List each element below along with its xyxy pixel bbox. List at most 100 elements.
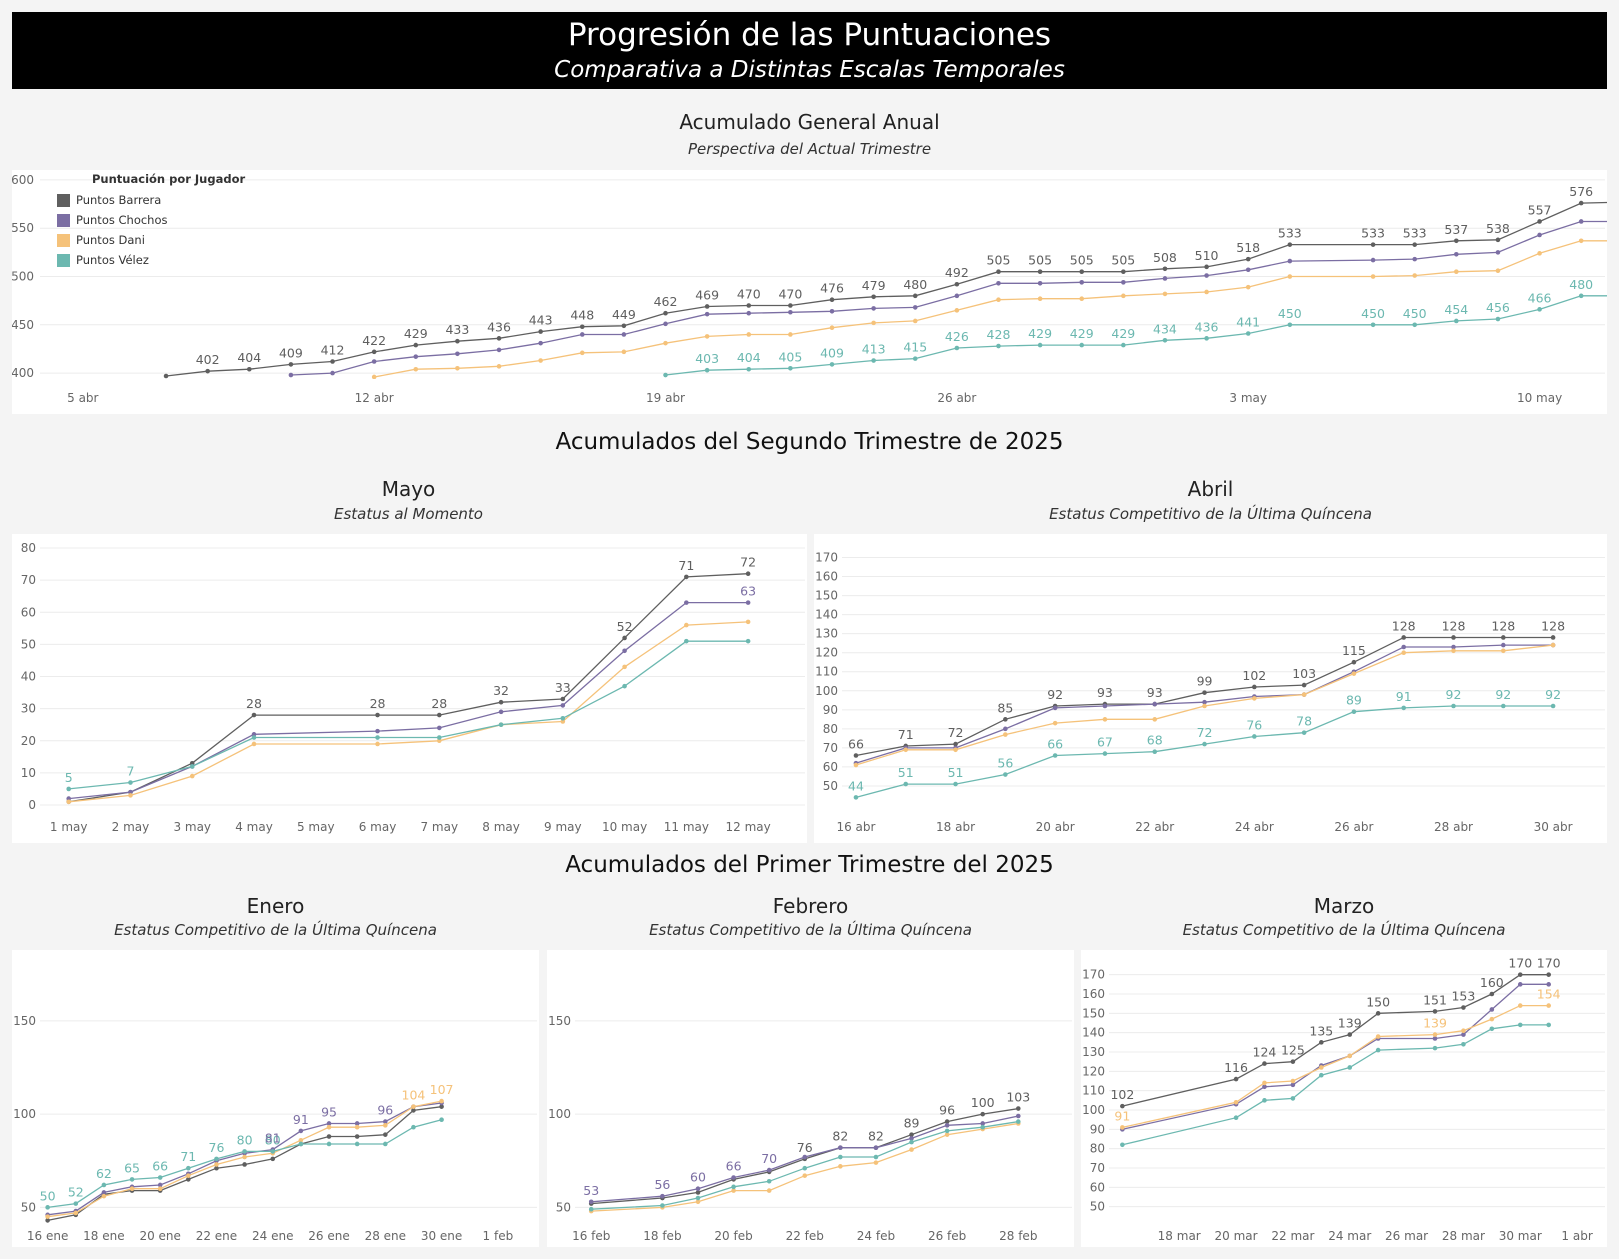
data-point-chochos[interactable] bbox=[288, 372, 294, 378]
data-point-chochos[interactable] bbox=[1262, 1084, 1267, 1090]
data-point-velez[interactable] bbox=[129, 1177, 135, 1182]
data-point-velez[interactable] bbox=[1202, 741, 1207, 747]
data-point-barrera[interactable] bbox=[411, 1108, 416, 1113]
data-point-dani[interactable] bbox=[1152, 717, 1158, 722]
data-point-barrera[interactable] bbox=[1245, 256, 1251, 262]
data-point-velez[interactable] bbox=[766, 1178, 772, 1184]
data-point-dani[interactable] bbox=[731, 1188, 736, 1193]
data-point-barrera[interactable] bbox=[1451, 635, 1456, 640]
data-point-barrera[interactable] bbox=[1301, 682, 1307, 688]
data-point-barrera[interactable] bbox=[383, 1132, 388, 1137]
data-point-velez[interactable] bbox=[1204, 336, 1209, 341]
data-point-velez[interactable] bbox=[1375, 1047, 1381, 1053]
data-point-velez[interactable] bbox=[663, 372, 668, 378]
data-point-barrera[interactable] bbox=[704, 304, 710, 309]
data-point-velez[interactable] bbox=[745, 638, 751, 644]
data-point-velez[interactable] bbox=[1401, 705, 1407, 711]
data-point-velez[interactable] bbox=[996, 343, 1001, 349]
data-point-dani[interactable] bbox=[684, 622, 689, 628]
data-point-velez[interactable] bbox=[1347, 1065, 1353, 1070]
data-point-dani[interactable] bbox=[802, 1173, 808, 1178]
data-point-dani[interactable] bbox=[538, 358, 543, 363]
data-point-dani[interactable] bbox=[1319, 1065, 1324, 1070]
data-point-velez[interactable] bbox=[802, 1165, 808, 1171]
data-point-dani[interactable] bbox=[622, 664, 627, 670]
data-point-velez[interactable] bbox=[1290, 1096, 1296, 1101]
data-point-velez[interactable] bbox=[1152, 749, 1158, 754]
data-point-dani[interactable] bbox=[496, 364, 502, 369]
data-point-barrera[interactable] bbox=[1454, 238, 1459, 244]
data-point-dani[interactable] bbox=[912, 318, 918, 324]
data-point-velez[interactable] bbox=[189, 764, 195, 769]
data-point-velez[interactable] bbox=[695, 1195, 701, 1201]
data-point-dani[interactable] bbox=[1287, 274, 1293, 279]
data-point-barrera[interactable] bbox=[242, 1162, 247, 1167]
data-point-chochos[interactable] bbox=[1537, 232, 1542, 238]
data-point-velez[interactable] bbox=[1501, 703, 1506, 709]
data-point-barrera[interactable] bbox=[663, 310, 668, 316]
data-point-chochos[interactable] bbox=[538, 340, 543, 346]
data-point-chochos[interactable] bbox=[560, 703, 566, 708]
data-point-velez[interactable] bbox=[731, 1184, 736, 1190]
data-point-chochos[interactable] bbox=[909, 1136, 914, 1141]
data-point-dani[interactable] bbox=[838, 1164, 843, 1169]
data-point-chochos[interactable] bbox=[871, 306, 876, 311]
data-point-barrera[interactable] bbox=[1489, 991, 1495, 997]
data-point-chochos[interactable] bbox=[157, 1182, 163, 1188]
data-point-velez[interactable] bbox=[1461, 1041, 1466, 1047]
data-point-barrera[interactable] bbox=[439, 1104, 444, 1109]
data-point-barrera[interactable] bbox=[695, 1190, 701, 1195]
data-point-barrera[interactable] bbox=[45, 1218, 50, 1223]
data-point-dani[interactable] bbox=[128, 793, 133, 798]
data-point-dani[interactable] bbox=[242, 1154, 247, 1160]
data-point-barrera[interactable] bbox=[1370, 242, 1376, 247]
data-point-dani[interactable] bbox=[873, 1160, 879, 1165]
data-point-velez[interactable] bbox=[1412, 322, 1418, 328]
data-point-barrera[interactable] bbox=[330, 359, 335, 364]
data-point-chochos[interactable] bbox=[128, 789, 133, 795]
data-point-barrera[interactable] bbox=[288, 362, 294, 367]
data-point-barrera[interactable] bbox=[1252, 684, 1257, 690]
data-point-barrera[interactable] bbox=[1432, 1009, 1438, 1014]
legend-item-dani[interactable]: Puntos Dani bbox=[57, 230, 245, 250]
data-point-dani[interactable] bbox=[1495, 268, 1501, 274]
data-point-chochos[interactable] bbox=[1401, 644, 1407, 650]
data-point-velez[interactable] bbox=[953, 781, 958, 787]
data-point-chochos[interactable] bbox=[1489, 1007, 1495, 1012]
data-point-barrera[interactable] bbox=[909, 1132, 914, 1137]
data-point-velez[interactable] bbox=[871, 358, 876, 363]
data-point-velez[interactable] bbox=[1537, 307, 1542, 312]
data-point-barrera[interactable] bbox=[1375, 1011, 1381, 1016]
data-point-chochos[interactable] bbox=[1287, 258, 1293, 264]
data-point-barrera[interactable] bbox=[1079, 269, 1085, 274]
data-point-velez[interactable] bbox=[838, 1154, 843, 1160]
data-point-chochos[interactable] bbox=[1454, 252, 1459, 257]
data-point-barrera[interactable] bbox=[1401, 635, 1407, 640]
data-point-dani[interactable] bbox=[788, 332, 793, 337]
data-point-velez[interactable] bbox=[157, 1175, 163, 1180]
data-point-barrera[interactable] bbox=[163, 373, 169, 379]
data-point-dani[interactable] bbox=[704, 334, 710, 339]
data-point-velez[interactable] bbox=[1287, 322, 1293, 328]
data-point-velez[interactable] bbox=[73, 1201, 79, 1206]
data-point-velez[interactable] bbox=[1121, 342, 1126, 348]
data-point-chochos[interactable] bbox=[1451, 644, 1456, 650]
data-point-velez[interactable] bbox=[980, 1124, 986, 1130]
data-point-chochos[interactable] bbox=[745, 600, 751, 605]
data-point-dani[interactable] bbox=[903, 747, 909, 753]
data-point-velez[interactable] bbox=[439, 1117, 444, 1123]
data-point-velez[interactable] bbox=[788, 365, 793, 371]
data-point-velez[interactable] bbox=[242, 1149, 247, 1154]
data-point-velez[interactable] bbox=[1454, 318, 1459, 324]
data-point-barrera[interactable] bbox=[270, 1156, 276, 1162]
data-point-barrera[interactable] bbox=[1578, 200, 1584, 206]
data-point-dani[interactable] bbox=[101, 1193, 107, 1199]
data-point-barrera[interactable] bbox=[455, 338, 460, 344]
data-point-dani[interactable] bbox=[944, 1132, 950, 1137]
data-point-velez[interactable] bbox=[1003, 772, 1008, 777]
data-point-velez[interactable] bbox=[1162, 337, 1168, 343]
data-point-chochos[interactable] bbox=[944, 1123, 950, 1128]
data-point-chochos[interactable] bbox=[579, 332, 585, 337]
data-point-chochos[interactable] bbox=[1495, 250, 1501, 255]
legend-item-chochos[interactable]: Puntos Chochos bbox=[57, 210, 245, 230]
